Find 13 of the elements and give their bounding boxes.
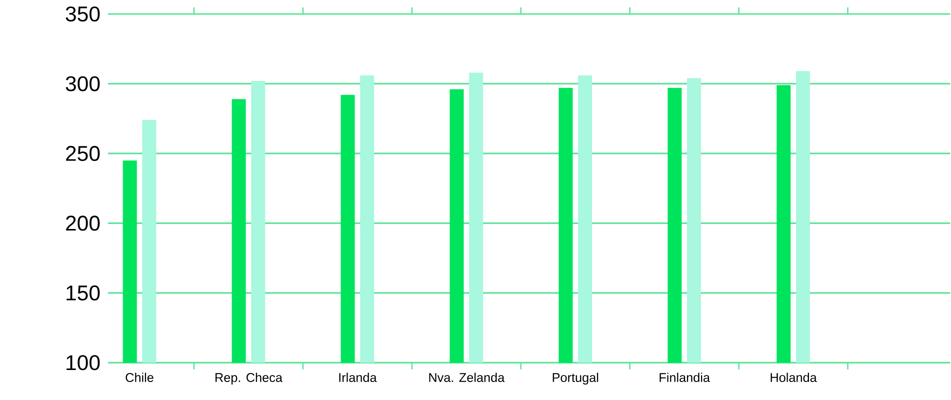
x-tick-label: Chile: [126, 372, 154, 382]
y-tick-label: 300: [66, 76, 100, 92]
y-tick-label: 100: [66, 355, 100, 370]
x-tick-label: Rep. Checa: [216, 372, 282, 385]
y-tick-label: 200: [66, 216, 100, 231]
x-tick-label: Portugal: [552, 372, 598, 385]
y-tick-label: 250: [66, 146, 100, 162]
y-tick-label: 150: [66, 286, 100, 301]
x-tick-label: Nva. Zelanda: [429, 372, 505, 382]
y-tick-label: 350: [66, 6, 100, 22]
x-tick-label: Finlandia: [660, 372, 710, 382]
x-tick-label: Irlanda: [339, 372, 377, 382]
x-tick-label: Holanda: [770, 372, 817, 382]
